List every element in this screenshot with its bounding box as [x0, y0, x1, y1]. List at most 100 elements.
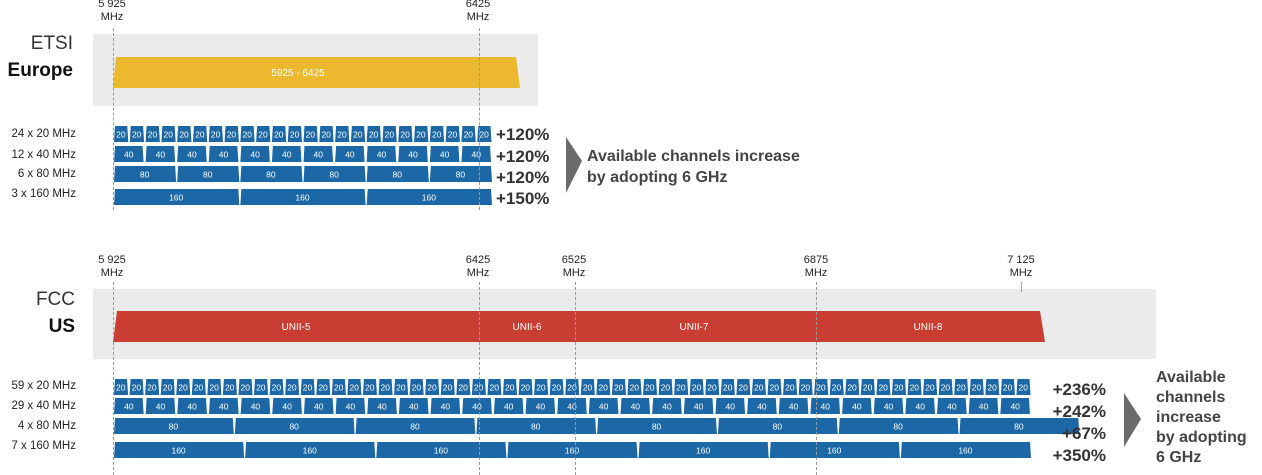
us-freq-6875-value: 6875 — [803, 254, 829, 266]
us-channel-20-5 — [176, 379, 191, 395]
us-channel-label-20-4: 20 — [163, 383, 173, 393]
us-channel-40-14 — [525, 398, 556, 414]
us-channel-label-20-57: 20 — [987, 383, 997, 393]
us-channel-20-27 — [518, 379, 533, 395]
us-channel-label-20-49: 20 — [863, 383, 873, 393]
us-channel-20-47 — [829, 379, 844, 395]
us-channel-40-29 — [1000, 398, 1030, 414]
us-channel-40-10 — [398, 398, 429, 414]
us-channel-160-3 — [376, 442, 507, 458]
us-channel-20-53 — [923, 379, 938, 395]
eu-channel-label-160-3: 160 — [422, 193, 436, 203]
us-channel-label-160-5: 160 — [696, 446, 710, 456]
us-channel-label-20-33: 20 — [614, 383, 624, 393]
us-band-label-unii7: UNII-7 — [680, 322, 709, 333]
eu-channel-label-20-22: 20 — [448, 130, 458, 140]
us-channel-label-20-54: 20 — [941, 383, 951, 393]
eu-channel-80-3 — [240, 166, 303, 182]
us-channel-label-160-3: 160 — [434, 446, 448, 456]
us-channel-20-7 — [207, 379, 222, 395]
eu-channel-40-8 — [335, 146, 365, 162]
us-channel-40-13 — [493, 398, 524, 414]
us-channel-label-20-17: 20 — [365, 383, 375, 393]
us-freq-6525: 6525 MHz — [544, 254, 604, 280]
eu-channel-20-10 — [256, 126, 271, 142]
eu-channel-label-40-5: 40 — [250, 150, 260, 160]
eu-row-label-80: 6 x 80 MHz — [17, 168, 76, 180]
us-channel-label-20-6: 20 — [194, 383, 204, 393]
us-channel-20-49 — [860, 379, 875, 395]
us-dash-6525 — [575, 282, 576, 475]
us-row-label-160: 7 x 160 MHz — [11, 440, 76, 452]
us-channel-label-40-29: 40 — [1010, 402, 1020, 412]
us-channel-label-20-14: 20 — [318, 383, 328, 393]
eu-channel-80-1 — [114, 166, 177, 182]
eu-channel-label-80-1: 80 — [140, 170, 150, 180]
us-channel-label-20-41: 20 — [738, 383, 748, 393]
us-channel-label-20-12: 20 — [287, 383, 297, 393]
us-channel-80-6 — [717, 418, 838, 434]
eu-channel-20-7 — [208, 126, 224, 142]
eu-channel-label-20-9: 20 — [242, 130, 252, 140]
eu-channel-20-1 — [114, 126, 129, 142]
us-channel-20-26 — [502, 379, 518, 395]
eu-channel-label-80-3: 80 — [266, 170, 276, 180]
us-channel-20-58 — [1000, 379, 1015, 395]
us-channel-20-25 — [487, 379, 502, 395]
us-channel-label-40-18: 40 — [662, 402, 672, 412]
us-channel-20-6 — [191, 379, 206, 395]
us-channel-40-24 — [842, 398, 872, 414]
us-channel-label-40-8: 40 — [346, 402, 356, 412]
us-channel-40-11 — [430, 398, 461, 414]
us-channel-label-160-6: 160 — [827, 446, 841, 456]
us-channel-label-80-1: 80 — [169, 422, 179, 432]
us-channel-label-20-25: 20 — [489, 383, 499, 393]
us-channel-40-28 — [968, 398, 999, 414]
us-channel-20-13 — [300, 379, 315, 395]
us-channel-label-160-7: 160 — [958, 446, 972, 456]
us-channel-label-20-34: 20 — [630, 383, 640, 393]
us-channel-label-40-22: 40 — [789, 402, 799, 412]
us-channel-label-80-3: 80 — [410, 422, 420, 432]
eu-channel-label-20-18: 20 — [385, 130, 395, 140]
eu-channel-label-40-3: 40 — [187, 150, 197, 160]
us-channel-40-12 — [462, 398, 492, 414]
us-channel-label-160-2: 160 — [303, 446, 317, 456]
us-channel-label-20-2: 20 — [132, 383, 142, 393]
us-channel-40-18 — [652, 398, 682, 414]
us-channel-label-40-7: 40 — [314, 402, 324, 412]
us-channel-label-40-3: 40 — [187, 402, 197, 412]
eu-channel-label-20-24: 20 — [479, 130, 489, 140]
us-channel-20-18 — [378, 379, 393, 395]
us-channel-20-50 — [876, 379, 891, 395]
us-channel-label-160-1: 160 — [171, 446, 185, 456]
eu-channel-label-20-2: 20 — [132, 130, 142, 140]
eu-channel-160-1 — [114, 189, 240, 205]
eu-channel-80-5 — [366, 166, 429, 182]
us-channel-20-44 — [783, 379, 798, 395]
us-channel-40-22 — [778, 398, 809, 414]
eu-channel-40-10 — [398, 146, 428, 162]
us-channel-label-40-24: 40 — [852, 402, 862, 412]
us-arrow-text-line-1: Available — [1156, 369, 1226, 386]
us-channel-40-26 — [905, 398, 936, 414]
eu-channel-40-4 — [208, 146, 239, 162]
us-channel-label-20-48: 20 — [847, 383, 857, 393]
us-channel-80-7 — [838, 418, 959, 434]
eu-channel-label-20-21: 20 — [432, 130, 442, 140]
eu-channel-label-40-9: 40 — [377, 150, 387, 160]
us-channel-20-52 — [907, 379, 922, 395]
eu-channel-label-40-4: 40 — [219, 150, 229, 160]
us-channel-label-20-28: 20 — [536, 383, 546, 393]
us-channel-label-40-13: 40 — [504, 402, 514, 412]
us-channel-20-39 — [705, 379, 720, 395]
eu-channel-label-20-16: 20 — [353, 130, 363, 140]
eu-channel-20-20 — [414, 126, 429, 142]
eu-channel-160-2 — [240, 189, 366, 205]
us-channel-20-31 — [580, 379, 595, 395]
us-channel-label-20-20: 20 — [412, 383, 422, 393]
us-channel-20-33 — [611, 379, 626, 395]
us-channel-20-8 — [222, 379, 237, 395]
eu-row-label-20: 24 x 20 MHz — [11, 128, 76, 140]
us-band-label-unii8: UNII-8 — [914, 322, 943, 333]
